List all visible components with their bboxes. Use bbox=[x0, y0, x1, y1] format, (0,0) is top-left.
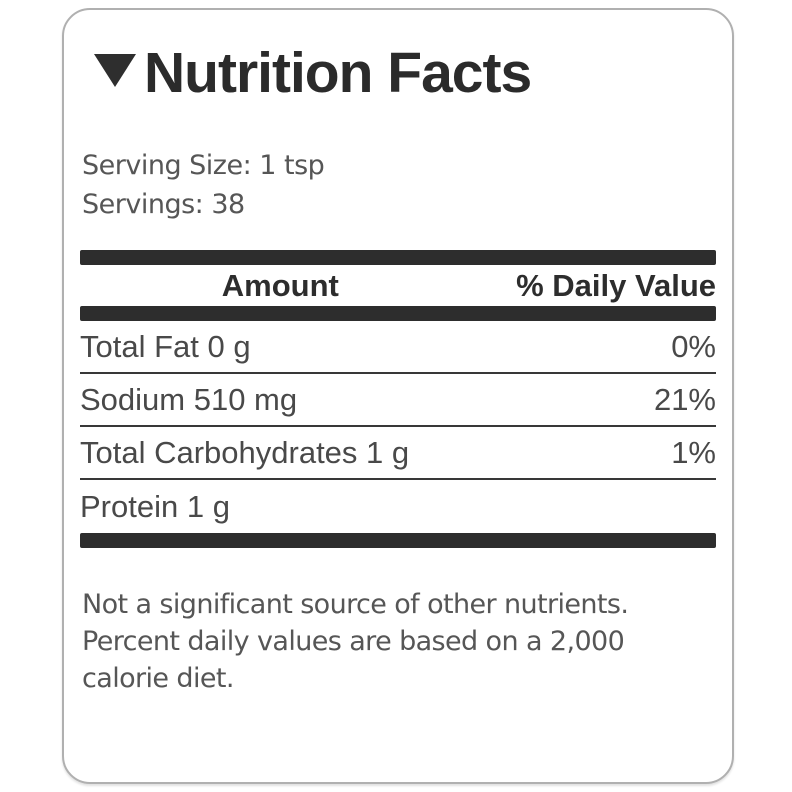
servings-count-line: Servings: 38 bbox=[82, 189, 245, 220]
table-header-row: Amount % Daily Value bbox=[80, 265, 716, 306]
nutrition-facts-card: Nutrition Facts Serving Size: 1 tsp Serv… bbox=[62, 8, 734, 784]
divider-bar-bottom bbox=[80, 533, 716, 548]
table-row-sodium: Sodium 510 mg 21% bbox=[80, 374, 716, 427]
serving-info: Serving Size: 1 tsp Servings: 38 bbox=[80, 146, 716, 224]
title-row: Nutrition Facts bbox=[80, 42, 716, 104]
footnote-text: Not a significant source of other nutrie… bbox=[82, 589, 629, 694]
nutrient-daily-value: 0% bbox=[671, 328, 716, 364]
serving-size-line: Serving Size: 1 tsp bbox=[82, 150, 325, 181]
nutrient-label: Protein 1 g bbox=[80, 488, 230, 524]
column-header-daily-value: % Daily Value bbox=[516, 267, 716, 303]
table-row-protein: Protein 1 g bbox=[80, 480, 716, 533]
nutrient-table: Total Fat 0 g 0% Sodium 510 mg 21% Total… bbox=[80, 321, 716, 533]
divider-bar-header bbox=[80, 306, 716, 321]
nutrient-daily-value: 1% bbox=[671, 434, 716, 470]
table-row-total-fat: Total Fat 0 g 0% bbox=[80, 321, 716, 374]
table-row-total-carbohydrates: Total Carbohydrates 1 g 1% bbox=[80, 427, 716, 480]
nutrient-label: Sodium 510 mg bbox=[80, 381, 298, 417]
column-header-amount: Amount bbox=[221, 267, 339, 303]
nutrient-label: Total Fat 0 g bbox=[80, 328, 251, 364]
collapse-triangle-down-icon[interactable] bbox=[94, 53, 136, 87]
nutrient-daily-value: 21% bbox=[653, 381, 716, 417]
page-title: Nutrition Facts bbox=[144, 41, 532, 105]
nutrient-label: Total Carbohydrates 1 g bbox=[80, 434, 410, 470]
divider-bar-top bbox=[80, 250, 716, 265]
